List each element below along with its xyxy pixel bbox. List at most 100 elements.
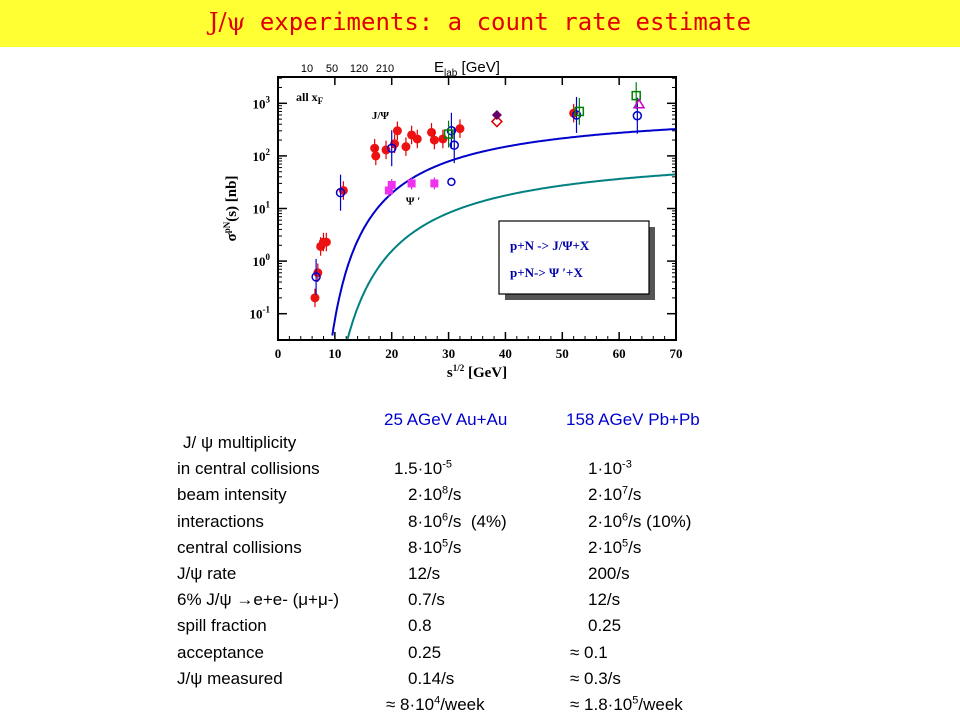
jpsi-red-point — [392, 126, 402, 136]
value-au-au-exp: 8 — [442, 484, 449, 497]
row-label: J/ψ rate — [177, 564, 237, 583]
value-au-au-unit: /week — [440, 695, 485, 714]
row-label: 6% J/ψ →e+e- (μ+μ-) — [177, 590, 340, 610]
psiprime-blue-point — [447, 177, 456, 187]
value-pb-pb-exp: -3 — [622, 458, 632, 471]
y-tick-label: 10-1 — [250, 305, 271, 322]
value-pb-pb-base: ≈ 0.1 — [570, 642, 608, 662]
jpsi-red-point — [401, 142, 411, 152]
x-tick-label: 60 — [613, 346, 626, 361]
value-au-au: 0.14/s — [408, 669, 454, 689]
value-pb-pb-base: 2·10 — [588, 537, 623, 557]
value-pb-pb-exp: 7 — [622, 484, 629, 497]
jpsi-green-point — [443, 129, 454, 139]
value-pb-pb-unit: /s (10%) — [628, 511, 692, 531]
value-pb-pb: 12/s — [588, 590, 620, 610]
title-text: experiments: a count rate estimate — [259, 8, 752, 36]
x-tick-label: 40 — [499, 346, 512, 361]
jpsi-red-point — [371, 151, 381, 161]
psiprime-pink-point — [387, 180, 396, 189]
x-tick-label: 30 — [442, 346, 455, 361]
value-pb-pb-unit: /s — [628, 537, 642, 557]
value-au-au-base: ≈ 8·10 — [386, 695, 435, 714]
jpsi-red-point — [438, 134, 448, 144]
value-au-au-exp: -5 — [442, 458, 452, 471]
title-bar — [0, 0, 960, 47]
y-tick-exp: 3 — [266, 94, 271, 104]
y-tick-exp: 0 — [266, 252, 271, 262]
x-tick-label: 50 — [556, 346, 569, 361]
value-pb-pb: 2·106/s (10%) — [588, 511, 692, 532]
y-tick-exp: 2 — [266, 147, 271, 157]
value-pb-pb: 2·107/s — [588, 485, 641, 505]
jpsi-red-point — [370, 143, 380, 153]
value-pb-pb-base: ≈ 0.3/s — [570, 668, 621, 688]
jpsi-red-point — [412, 134, 422, 144]
jpsi-blue-point — [632, 110, 643, 121]
value-au-au-base: 2·10 — [408, 485, 443, 505]
value-pb-pb-unit: /s — [628, 485, 642, 505]
x-tick-label: 20 — [385, 346, 398, 361]
row-label: central collisions — [177, 537, 302, 557]
value-au-au-exp: 5 — [442, 537, 449, 550]
value-au-au-exp: 4 — [434, 694, 441, 707]
value-pb-pb: 2·105/s — [588, 538, 641, 558]
value-pb-pb-exp: 5 — [622, 537, 629, 550]
value-pb-pb: ≈ 1.8·105/week — [570, 695, 683, 715]
y-tick-exp: 1 — [266, 200, 271, 210]
jpsi-red-point — [310, 293, 320, 303]
psiprime-fit-curve — [346, 173, 676, 340]
value-pb-pb-base: 2·10 — [588, 511, 623, 531]
curves — [331, 128, 676, 340]
psiprime-curve-label: Ψ ′ — [406, 195, 420, 207]
value-au-au-base: 0.25 — [408, 642, 442, 662]
value-au-au-unit: /s — [448, 485, 462, 505]
value-au-au-unit: /s — [448, 537, 462, 557]
jpsi-triangle-point — [632, 98, 646, 109]
legend-entry: p+N -> J/Ψ+X — [510, 238, 590, 253]
row-label: J/ ψ multiplicity — [183, 433, 297, 452]
row-label: beam intensity — [177, 485, 287, 505]
value-pb-pb-base: 12/s — [588, 590, 621, 610]
row-label: spill fraction — [177, 616, 267, 636]
value-pb-pb-exp: 5 — [632, 694, 639, 707]
jpsi-green-point — [631, 90, 641, 101]
y-axis-label: σpN(s) [nb] — [222, 176, 240, 242]
y-axis-label-rest: (s) [nb] — [224, 176, 240, 222]
value-pb-pb-base: ≈ 1.8·10 — [570, 695, 633, 714]
value-au-au-base: 8·10 — [408, 511, 443, 531]
jpsi-blue-point — [386, 143, 397, 153]
x-axis-label: s1/2 [GeV] — [447, 363, 507, 381]
x-axis-label-sup: 1/2 — [453, 363, 465, 373]
value-au-au: 12/s — [408, 564, 440, 584]
psiprime-pink-point — [430, 179, 439, 188]
value-pb-pb-base: 200/s — [588, 564, 630, 583]
x-tick-label: 10 — [328, 346, 341, 361]
top-axis-unit: [GeV] — [457, 59, 500, 76]
y-tick-exp: -1 — [263, 305, 271, 315]
value-au-au: 0.8 — [408, 616, 432, 636]
row-label: J/ψ measured — [177, 668, 283, 688]
value-au-au-unit: /s (4%) — [448, 511, 507, 531]
y-axis-label-sup: pN — [222, 221, 232, 233]
header-au-au: 25 AGeV Au+Au — [384, 410, 508, 429]
row-label: in central collisions — [177, 459, 320, 479]
value-au-au-exp: 6 — [442, 510, 449, 523]
value-au-au: ≈ 8·104/week — [386, 695, 485, 715]
jpsi-fit-curve — [331, 128, 676, 336]
value-au-au: 0.7/s — [408, 590, 445, 610]
chart-labels: all xF J/Ψ Ψ ′ p+N -> J/Ψ+X p+N-> Ψ ′+X — [296, 90, 655, 300]
legend-entry: p+N-> Ψ ′+X — [510, 265, 583, 280]
x-tick-label: 70 — [670, 346, 683, 361]
row-label: interactions — [177, 511, 264, 531]
value-au-au-base: 8·10 — [408, 537, 443, 557]
y-tick-label: 103 — [253, 94, 271, 111]
value-au-au: 2·108/s — [408, 485, 461, 505]
value-au-au-base: 0.14/s — [408, 668, 455, 688]
value-pb-pb-base: 2·10 — [588, 485, 623, 505]
data-points — [310, 82, 646, 308]
value-pb-pb: 1·10-3 — [588, 459, 632, 479]
jpsi-blue-point — [311, 272, 321, 282]
top-tick-label: 50 — [326, 63, 338, 75]
